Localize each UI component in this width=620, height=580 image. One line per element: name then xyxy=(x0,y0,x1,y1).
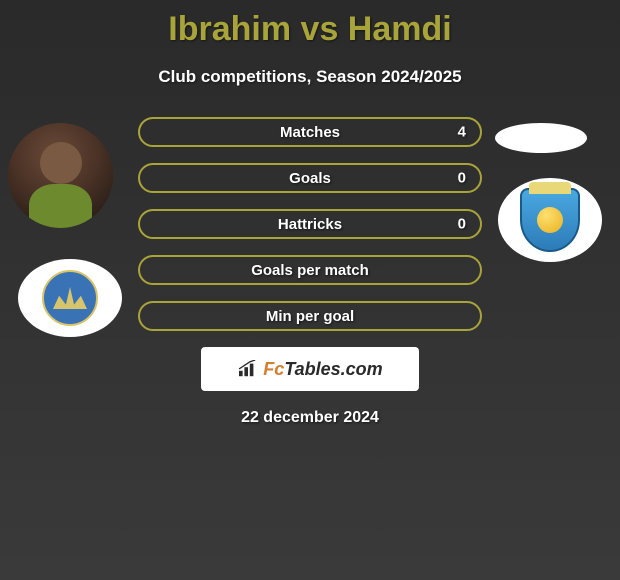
stat-value: 4 xyxy=(458,124,466,141)
page-title: Ibrahim vs Hamdi xyxy=(0,0,620,49)
stat-label: Min per goal xyxy=(266,308,354,325)
stat-row: Min per goal xyxy=(0,301,620,331)
stat-pill-goals-per-match: Goals per match xyxy=(138,255,482,285)
stat-row: Goals per match xyxy=(0,255,620,285)
logo-text: FcTables.com xyxy=(263,359,382,380)
stat-pill-hattricks: Hattricks 0 xyxy=(138,209,482,239)
stat-pill-min-per-goal: Min per goal xyxy=(138,301,482,331)
stats-list: Matches 4 Goals 0 Hattricks 0 Goals per … xyxy=(0,117,620,331)
stat-row: Matches 4 xyxy=(0,117,620,147)
stat-value: 0 xyxy=(458,216,466,233)
stat-pill-goals: Goals 0 xyxy=(138,163,482,193)
stat-label: Hattricks xyxy=(278,216,342,233)
stat-row: Hattricks 0 xyxy=(0,209,620,239)
stat-label: Goals per match xyxy=(251,262,369,279)
subtitle: Club competitions, Season 2024/2025 xyxy=(0,67,620,87)
stat-pill-matches: Matches 4 xyxy=(138,117,482,147)
logo-prefix: Fc xyxy=(263,359,284,379)
logo-suffix: Tables.com xyxy=(284,359,382,379)
stat-label: Matches xyxy=(280,124,340,141)
bar-chart-icon xyxy=(237,360,259,378)
stat-label: Goals xyxy=(289,170,331,187)
stat-value: 0 xyxy=(458,170,466,187)
fctables-logo: FcTables.com xyxy=(201,347,419,391)
stat-row: Goals 0 xyxy=(0,163,620,193)
date-label: 22 december 2024 xyxy=(0,409,620,427)
